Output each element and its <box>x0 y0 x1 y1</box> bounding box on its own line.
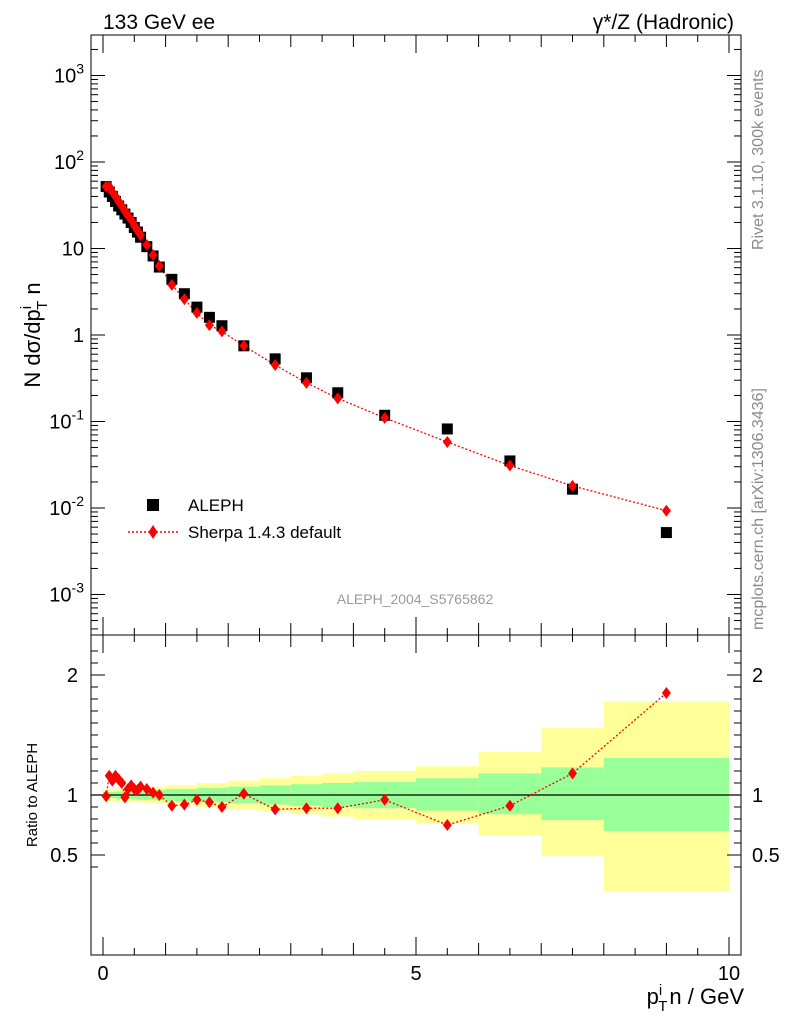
mc-point <box>568 479 577 492</box>
mc-point <box>204 319 214 332</box>
x-tick-label: 0 <box>97 963 108 985</box>
mc-point <box>148 249 158 262</box>
rivet-info: Rivet 3.1.10, 300k events <box>750 69 767 250</box>
ratio-y-tick-label: 2 <box>67 665 78 687</box>
data-point <box>441 423 453 435</box>
ratio-mc-point <box>204 796 214 809</box>
main-frame <box>90 34 742 636</box>
mc-point <box>661 504 671 517</box>
legend-mc-label: Sherpa 1.4.3 default <box>188 523 341 542</box>
ratio-mc-point <box>117 777 127 789</box>
ratio-y-axis-label: Ratio to ALEPH <box>24 743 41 847</box>
mc-point <box>217 325 227 338</box>
mcplots-info: mcplots.cern.ch [arXiv:1306.3436] <box>750 388 767 630</box>
ratio-mc-point <box>270 803 280 816</box>
y-tick-label: 10-2 <box>49 493 84 520</box>
ratio-y-tick-label: 0.5 <box>50 845 78 867</box>
y-tick-label: 10 <box>62 239 84 261</box>
mc-point <box>142 238 152 251</box>
ratio-y-tick-label-right: 1 <box>752 785 763 807</box>
mc-point <box>192 306 202 319</box>
ratio-mc-point <box>179 798 189 811</box>
ratio-mc-point <box>120 791 130 804</box>
y-tick-label: 102 <box>54 147 84 174</box>
data-point <box>203 311 215 323</box>
ratio-mc-point <box>442 819 452 831</box>
y-tick-label: 10-3 <box>49 580 84 607</box>
ratio-mc-point <box>301 802 311 815</box>
mc-point <box>442 435 452 448</box>
y-tick-label: 103 <box>54 61 84 88</box>
ratio-mc-point <box>101 790 111 803</box>
ratio-mc-point <box>380 793 390 806</box>
mc-point <box>136 229 146 242</box>
mc-point <box>333 392 343 405</box>
energy-title: 133 GeV ee <box>103 11 215 34</box>
mc-point <box>179 293 189 306</box>
ratio-mc-point <box>568 767 577 780</box>
main-plot-panel: 10-3 10-2 10-1 1 10 102 103 ALEPH_2004_S576586… <box>18 34 742 636</box>
legend-mc-marker <box>148 525 158 539</box>
ratio-mc-point <box>192 793 202 806</box>
mc-point <box>380 411 390 424</box>
ratio-y-tick-label: 1 <box>67 785 78 807</box>
mc-point <box>239 339 249 352</box>
data-point <box>660 527 672 539</box>
x-tick-label: 5 <box>410 963 421 985</box>
mc-line <box>106 185 667 512</box>
legend-data-label: ALEPH <box>188 496 244 515</box>
x-tick-label: 10 <box>718 963 740 985</box>
mc-point <box>505 459 515 472</box>
ratio-mc-point <box>333 802 343 815</box>
ratio-mc-point <box>154 789 164 801</box>
main-y-axis-label: N dσ/dpiT n <box>18 282 51 387</box>
ratio-mc-point <box>505 799 515 812</box>
data-point <box>269 353 281 365</box>
ratio-y-tick-label-right: 0.5 <box>752 845 780 867</box>
legend-data-marker <box>147 499 159 511</box>
mc-point <box>167 278 177 291</box>
x-axis-label: pi Tn / GeV <box>647 982 745 1015</box>
ratio-mc-point <box>239 787 249 800</box>
y-tick-label: 10-1 <box>49 407 84 434</box>
ratio-mc-point <box>167 799 177 812</box>
process-title: γ*/Z (Hadronic) <box>593 11 734 34</box>
ratio-plot-panel: 0.5 0.5 1 1 2 2 0 5 10 Ratio to ALEPH pi Tn / GeV <box>24 634 780 1015</box>
analysis-watermark: ALEPH_2004_S5765862 <box>337 591 494 607</box>
ratio-mc-point <box>661 687 671 699</box>
mc-point <box>270 358 280 371</box>
ratio-mc-point <box>217 801 227 813</box>
ratio-y-tick-label-right: 2 <box>752 665 763 687</box>
y-tick-label: 1 <box>73 325 84 347</box>
mc-point <box>301 376 311 389</box>
mc-point <box>154 259 164 272</box>
legend: ALEPH Sherpa 1.4.3 default <box>128 496 341 542</box>
